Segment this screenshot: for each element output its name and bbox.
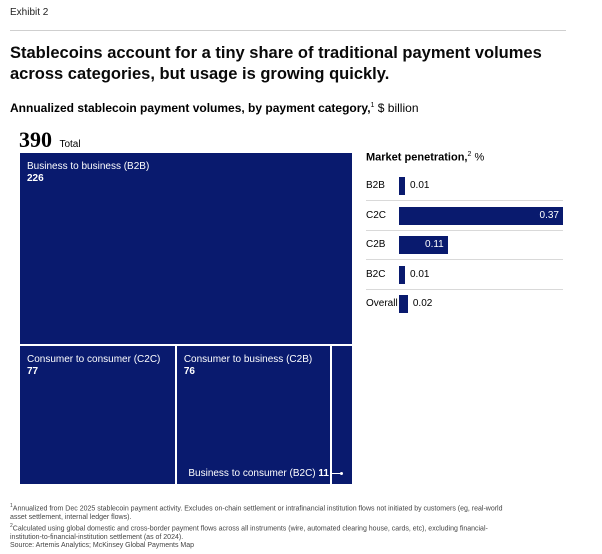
penetration-category-b2c: B2C: [366, 268, 386, 280]
treemap-tile-b2c: [330, 344, 353, 485]
footnote-marker: 2: [10, 523, 13, 530]
treemap-tile-b2b: Business to business (B2B) 226: [19, 152, 353, 345]
penetration-value-overall: 0.02: [412, 298, 433, 310]
penetration-title: Market penetration,2 %: [366, 151, 484, 164]
penetration-category-overall: Overall: [366, 298, 398, 310]
treemap-value-c2b: 76: [183, 365, 195, 377]
penetration-value-c2c: 0.37: [539, 209, 559, 221]
penetration-row-divider: [366, 229, 563, 231]
treemap-label-b2c: Business to consumer (B2C) 11: [188, 468, 329, 479]
total-figure: 390 Total: [19, 127, 81, 153]
penetration-row-b2b: B2B 0.01: [366, 172, 563, 201]
penetration-bar-c2b: [399, 236, 448, 255]
footnote-3: Source: Artemis Analytics; McKinsey Glob…: [10, 542, 510, 550]
treemap-label-c2c: Consumer to consumer (C2C): [27, 353, 161, 365]
penetration-bar-c2c: [399, 206, 563, 225]
treemap-label-b2b: Business to business (B2B): [27, 161, 150, 172]
penetration-unit: %: [474, 151, 485, 164]
treemap-label-b2c-name: Business to consumer (B2C): [188, 468, 319, 479]
footnote-text: Source: Artemis Analytics; McKinsey Glob…: [10, 542, 195, 550]
headline: Stablecoins account for a tiny share of …: [10, 44, 542, 83]
penetration-value-b2c: 0.01: [410, 268, 430, 280]
treemap-tile-c2b: Consumer to business (C2B) 76: [175, 344, 331, 485]
penetration-row-overall: Overall 0.02: [366, 290, 563, 319]
subtitle-bold: Annualized stablecoin payment volumes, b…: [10, 101, 371, 115]
penetration-title-bold: Market penetration,: [366, 151, 468, 164]
treemap-value-b2b: 226: [27, 173, 44, 184]
treemap-label-c2b: Consumer to business (C2B): [183, 353, 313, 365]
penetration-row-divider: [366, 200, 563, 201]
footnote-text: Annualized from Dec 2025 stablecoin paym…: [10, 505, 503, 521]
penetration-row-c2b: C2B 0.11: [366, 231, 563, 261]
footnote-marker: 1: [10, 503, 13, 509]
penetration-bar-overall: [399, 295, 408, 314]
penetration-value-c2b: 0.11: [425, 239, 444, 251]
subtitle-footnote-marker: 1: [370, 102, 375, 109]
footnote-text: Calculated using global domestic and cro…: [10, 525, 488, 541]
treemap: Business to business (B2B) 226 Consumer to…: [19, 152, 353, 485]
penetration-bar-b2c: [399, 265, 405, 284]
penetration-category-c2c: C2C: [366, 209, 387, 221]
penetration-bar-b2b: [399, 177, 405, 195]
penetration-footnote-marker: 2: [467, 151, 472, 158]
penetration-row-divider: [366, 288, 563, 290]
penetration-row-c2c: C2C 0.37: [366, 202, 563, 231]
b2c-leader-line: [331, 473, 341, 474]
header-divider: [10, 30, 566, 31]
subtitle-unit: $ billion: [377, 101, 419, 115]
total-label: Total: [59, 139, 81, 150]
footnote-2: 2Calculated using global domestic and cr…: [10, 522, 510, 542]
treemap-value-c2c: 77: [27, 365, 39, 377]
penetration-row-divider: [366, 259, 563, 261]
footnote-1: 1Annualized from Dec 2025 stablecoin pay…: [10, 502, 510, 522]
penetration-category-b2b: B2B: [366, 180, 385, 191]
b2c-leader-dot: [340, 472, 343, 475]
penetration-row-b2c: B2C 0.01: [366, 261, 563, 290]
penetration-category-c2b: C2B: [366, 239, 386, 251]
footnotes: 1Annualized from Dec 2025 stablecoin pay…: [10, 502, 510, 551]
chart-subtitle: Annualized stablecoin payment volumes, b…: [10, 101, 419, 115]
exhibit-label: Exhibit 2: [10, 7, 49, 18]
total-value: 390: [19, 127, 52, 152]
treemap-tile-c2c: Consumer to consumer (C2C) 77: [19, 344, 176, 485]
penetration-value-b2b: 0.01: [410, 180, 430, 191]
treemap-value-b2c: 11: [318, 468, 329, 479]
